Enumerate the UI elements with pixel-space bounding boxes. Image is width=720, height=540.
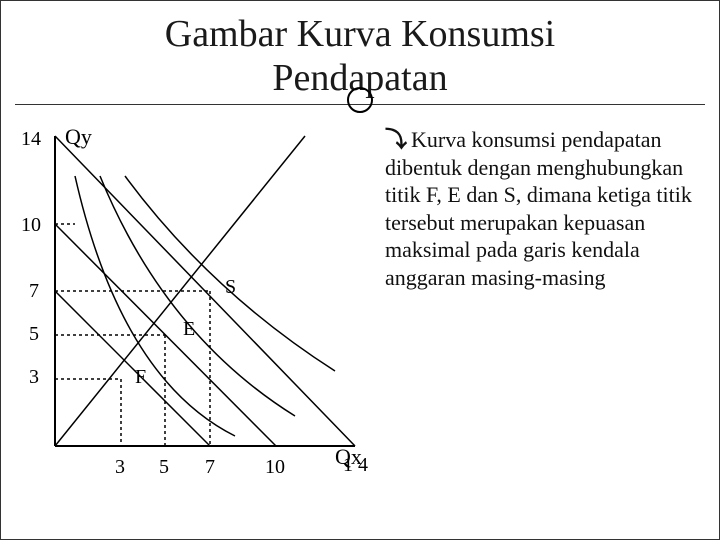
y-tick-3: 3: [29, 366, 39, 389]
x-tick-14: 1 4: [343, 456, 368, 474]
content-area: Qy Qx 14 10 7 5 3 3 5 7 10 1 4 F E S ⤵Ku…: [15, 126, 705, 525]
point-label-s: S: [225, 276, 236, 299]
y-tick-7: 7: [29, 280, 39, 303]
y-tick-10: 10: [21, 214, 41, 237]
x-tick-5: 5: [159, 456, 169, 479]
title-line-1: Gambar Kurva Konsumsi: [165, 13, 555, 55]
y-tick-14: 14: [21, 128, 41, 151]
slide: Gambar Kurva Konsumsi Pendapatan Qy Qx 1…: [0, 0, 720, 540]
bullet-icon: ⤵: [385, 126, 407, 154]
chart-region: Qy Qx 14 10 7 5 3 3 5 7 10 1 4 F E S: [15, 126, 375, 516]
x-tick-3: 3: [115, 456, 125, 479]
y-axis-caption: Qy: [65, 124, 92, 150]
paragraph-text: Kurva konsumsi pendapatan dibentuk denga…: [385, 127, 692, 290]
description-text: ⤵Kurva konsumsi pendapatan dibentuk deng…: [385, 126, 705, 291]
x-tick-7: 7: [205, 456, 215, 479]
x-tick-10: 10: [265, 456, 285, 479]
y-tick-5: 5: [29, 323, 39, 346]
circle-icon: [347, 87, 373, 113]
point-label-e: E: [183, 318, 195, 341]
point-label-f: F: [135, 366, 146, 389]
